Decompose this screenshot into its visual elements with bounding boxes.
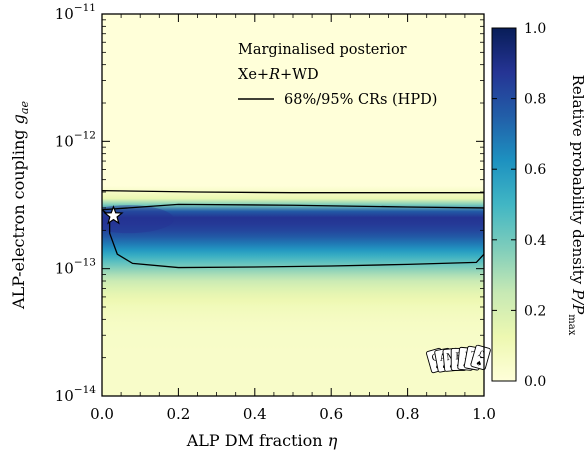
legend: Marginalised posterior Xe+R+WD 68%/95% C… (238, 42, 437, 108)
colorbar-tick-label: 1.0 (524, 21, 546, 37)
x-axis-label: ALP DM fraction η (186, 431, 338, 450)
legend-title: Marginalised posterior (238, 42, 407, 58)
best-fit-star (103, 205, 124, 225)
colorbar-tick-label: 0.2 (524, 303, 546, 319)
y-axis-label: ALP-electron coupling gae (9, 101, 31, 310)
x-tick-label: 0.4 (243, 405, 267, 423)
svg-text:A: A (438, 352, 448, 364)
y-tick-label: 10−11 (55, 2, 96, 23)
contour-95 (102, 189, 484, 194)
svg-text:ℒ: ℒ (477, 349, 487, 361)
colorbar-tick-label: 0.0 (524, 374, 546, 390)
x-axis: 0.0 0.2 0.4 0.6 0.8 1.0 ALP DM fraction η (90, 405, 496, 450)
svg-text:♠: ♠ (475, 359, 483, 368)
legend-contour-label: 68%/95% CRs (HPD) (284, 92, 437, 108)
best-fit-marker-group (103, 205, 124, 225)
gambit-logo: G♠A♠M♠B♦I♠T♦ℒ♠ (426, 344, 491, 374)
colorbar-ticks: 0.0 0.2 0.4 0.6 0.8 1.0 (492, 21, 546, 390)
legend-dataset: Xe+R+WD (238, 67, 319, 83)
y-tick-labels: 10−14 10−13 10−12 10−11 (55, 2, 97, 405)
y-axis: 10−14 10−13 10−12 10−11 ALP-electron coupli… (9, 2, 96, 405)
x-tick-labels: 0.0 0.2 0.4 0.6 0.8 1.0 (90, 405, 496, 423)
colorbar: 0.0 0.2 0.4 0.6 0.8 1.0 Relative probability … (491, 21, 587, 390)
colorbar-tick-label: 0.6 (524, 162, 546, 178)
x-tick-label: 0.2 (166, 405, 190, 423)
plot-area: G♠A♠M♠B♦I♠T♦ℒ♠ (101, 13, 491, 397)
x-tick-label: 1.0 (472, 405, 496, 423)
contour-68 (102, 203, 484, 269)
x-tick-label: 0.8 (396, 405, 420, 423)
y-tick-label: 10−12 (55, 129, 96, 150)
credible-region-contours (102, 189, 484, 269)
colorbar-tick-label: 0.8 (524, 92, 546, 108)
x-tick-label: 0.6 (319, 405, 343, 423)
y-tick-label: 10−13 (55, 257, 96, 278)
axis-ticks (101, 13, 485, 397)
y-tick-label: 10−14 (55, 384, 97, 405)
heatmap-peak (102, 205, 174, 234)
colorbar-tick-label: 0.4 (524, 233, 546, 249)
x-tick-label: 0.0 (90, 405, 114, 423)
colorbar-label: Relative probability density P/Pmax (566, 75, 587, 336)
colorbar-gradient (491, 27, 517, 382)
